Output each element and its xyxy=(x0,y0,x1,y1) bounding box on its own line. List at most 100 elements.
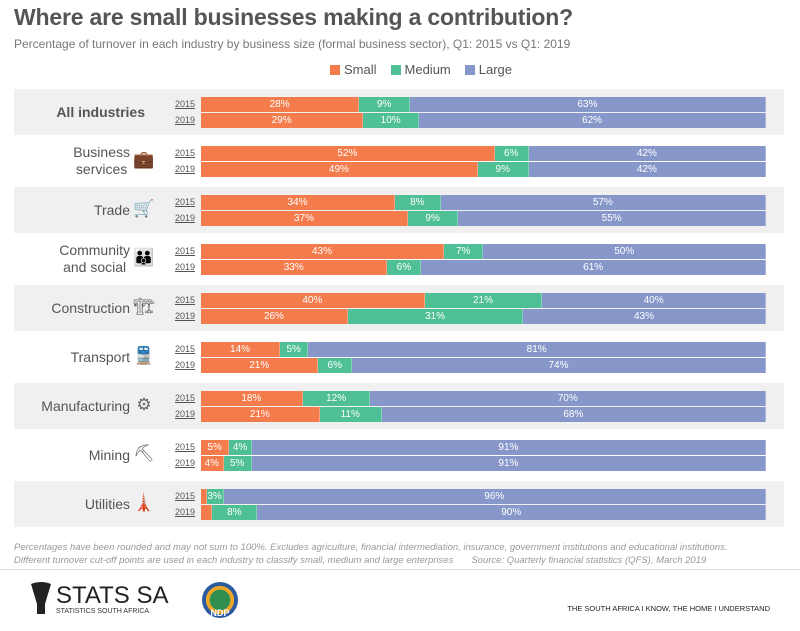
year-label: 2019 xyxy=(175,360,196,370)
legend-medium: Medium xyxy=(390,62,451,77)
stacked-bar: 26% 31% 43% xyxy=(201,309,766,324)
bar-segment-medium: 9% xyxy=(407,211,459,226)
bar-segment-large: 96% xyxy=(223,489,766,504)
data-label: 5% xyxy=(229,458,245,469)
year-label: 2015 xyxy=(175,393,196,403)
bar-segment-large: 50% xyxy=(483,244,766,259)
bar-segment-medium: 9% xyxy=(359,97,411,112)
data-label: 91% xyxy=(498,442,519,453)
data-label: 29% xyxy=(271,115,292,126)
gear-icon: ⚙ xyxy=(136,395,152,414)
source-note: Source: Quarterly financial statistics (… xyxy=(471,555,707,566)
data-label: 62% xyxy=(582,115,603,126)
bar-segment-medium: 12% xyxy=(302,391,371,406)
bar-segment-small: 33% xyxy=(201,260,388,275)
year-label: 2015 xyxy=(175,99,196,109)
year-label: 2019 xyxy=(175,115,196,125)
data-label: 8% xyxy=(227,507,242,518)
legend-large: Large xyxy=(464,62,512,77)
bar-segment-small xyxy=(201,505,213,520)
bar-segment-small: 34% xyxy=(201,195,396,210)
category-label: Transport xyxy=(70,348,130,365)
bar-segment-large: 57% xyxy=(440,195,766,210)
category-label: Manufacturing xyxy=(41,397,130,414)
data-label: 43% xyxy=(633,311,654,322)
year-label: 2015 xyxy=(175,197,196,207)
data-label: 40% xyxy=(643,295,664,306)
data-label: 68% xyxy=(563,409,584,420)
stacked-bar: 3% 96% xyxy=(201,489,766,504)
bar-segment-medium: 8% xyxy=(212,505,258,520)
data-label: 6% xyxy=(327,360,342,371)
stacked-bar: 33% 6% 61% xyxy=(201,260,766,275)
data-label: 6% xyxy=(396,262,412,273)
data-label: 9% xyxy=(495,164,510,175)
data-label: 33% xyxy=(283,262,304,273)
stacked-bar: 21% 11% 68% xyxy=(201,407,766,422)
bar-segment-small: 28% xyxy=(201,97,360,112)
bar-segment-small: 52% xyxy=(201,146,495,161)
stacked-bar: 37% 9% 55% xyxy=(201,211,766,226)
bar-segment-large: 43% xyxy=(523,309,766,324)
stacked-bar: 14% 5% 81% xyxy=(201,342,766,357)
bar-segment-medium: 10% xyxy=(363,113,420,128)
stacked-bar: 5% 4% 91% xyxy=(201,440,766,455)
data-label: 81% xyxy=(526,344,547,355)
data-label: 52% xyxy=(337,148,358,159)
bar-segment-small: 43% xyxy=(201,244,444,259)
data-label: 61% xyxy=(583,262,604,273)
stacked-bar: 4% 5% 91% xyxy=(201,456,766,471)
stacked-bar: 43% 7% 50% xyxy=(201,244,766,259)
year-label: 2019 xyxy=(175,311,196,321)
year-label: 2019 xyxy=(175,213,196,223)
data-label: 34% xyxy=(287,197,308,208)
year-label: 2015 xyxy=(175,344,196,354)
bar-segment-medium: 11% xyxy=(319,407,382,422)
data-label: 5% xyxy=(207,442,222,453)
year-label: 2019 xyxy=(175,262,196,272)
chart-subtitle: Percentage of turnover in each industry … xyxy=(14,37,571,51)
data-label: 31% xyxy=(424,311,445,322)
people-icon: 👪 xyxy=(133,248,155,267)
stacked-bar: 52% 6% 42% xyxy=(201,146,766,161)
legend: Small Medium Large xyxy=(330,62,512,77)
bar-segment-large: 91% xyxy=(251,456,766,471)
bar-segment-medium: 9% xyxy=(477,162,529,177)
shopping-cart-icon: 🛒 xyxy=(133,199,155,218)
bar-segment-small: 26% xyxy=(201,309,348,324)
bar-segment-medium: 31% xyxy=(347,309,524,324)
bar-segment-medium: 5% xyxy=(280,342,309,357)
data-label: 26% xyxy=(263,311,284,322)
stacked-bar: 21% 6% 74% xyxy=(201,358,766,373)
data-label: 18% xyxy=(241,393,262,404)
data-label: 42% xyxy=(636,164,657,175)
year-label: 2019 xyxy=(175,458,196,468)
chart-title: Where are small businesses making a cont… xyxy=(14,4,573,30)
footnote: Percentages have been rounded and may no… xyxy=(14,541,727,567)
bar-segment-large: 70% xyxy=(370,391,766,406)
bar-segment-large: 42% xyxy=(528,146,766,161)
bar-segment-large: 42% xyxy=(528,162,766,177)
bar-segment-medium: 6% xyxy=(494,146,529,161)
bar-segment-small: 40% xyxy=(201,293,425,308)
power-icon: 🗼 xyxy=(133,493,155,512)
year-label: 2015 xyxy=(175,491,196,501)
bar-segment-large: 61% xyxy=(421,260,766,275)
data-label: 28% xyxy=(269,99,290,110)
bar-segment-large: 55% xyxy=(458,211,766,226)
category-label: Mining xyxy=(88,446,130,463)
stats-sa-emblem-icon xyxy=(31,582,51,614)
bar-segment-medium: 3% xyxy=(206,489,224,504)
briefcase-icon: 💼 xyxy=(133,150,155,169)
data-label: 63% xyxy=(577,99,598,110)
stacked-bar: 49% 9% 42% xyxy=(201,162,766,177)
bar-segment-large: 62% xyxy=(419,113,766,128)
year-label: 2019 xyxy=(175,164,196,174)
bar-segment-small: 4% xyxy=(201,456,224,471)
bar-segment-medium: 6% xyxy=(318,358,353,373)
data-label: 96% xyxy=(484,491,505,502)
tagline: THE SOUTH AFRICA I KNOW, THE HOME I UNDE… xyxy=(567,604,770,613)
data-label: 57% xyxy=(592,197,613,208)
bar-segment-large: 63% xyxy=(410,97,766,112)
